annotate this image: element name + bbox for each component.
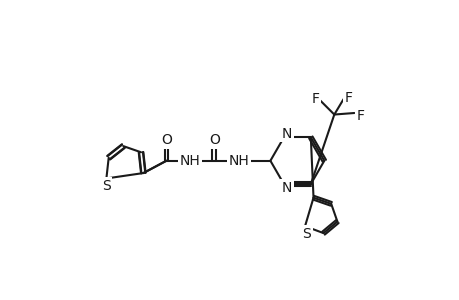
Text: F: F [356,109,364,123]
Text: O: O [208,133,219,147]
Text: S: S [102,179,111,193]
Text: F: F [311,92,319,106]
Text: F: F [343,91,352,105]
Text: N: N [281,127,291,141]
Text: N: N [281,181,291,195]
Text: NH: NH [179,154,200,168]
Text: S: S [302,227,310,241]
Text: NH: NH [228,154,249,168]
Text: O: O [161,133,172,147]
